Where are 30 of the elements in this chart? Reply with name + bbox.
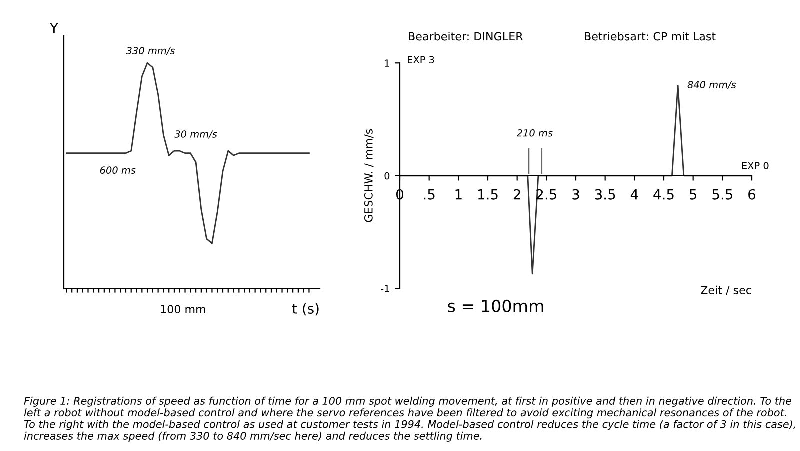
x-tick-label: 3 bbox=[572, 189, 580, 200]
x-axis-title: t (s) bbox=[292, 303, 319, 316]
y-axis-title: Y bbox=[50, 23, 58, 34]
caption: Figure 1: Registrations of speed as function of time for a 100 mm spot welding movement, at first in positive and then in negative direction. To the left a robot without model-based control and where the servo references have been filtered to avoid exciting mechanical resonances of the robot. To the right with the model-based control as used at customer tests in 1994. Model-based control reduces the cycle time (a factor of 3 in this case), increases the max speed (from 330 to 840 mm/sec here) and reduces the settling time. bbox=[24, 396, 796, 442]
x-axis-title: Zeit / sec bbox=[701, 286, 752, 296]
x-tick-label: .5 bbox=[424, 190, 435, 200]
text: Bearbeiter: DINGLER bbox=[409, 32, 524, 41]
x-tick-label: 5.5 bbox=[712, 190, 732, 200]
annotation: 840 mm/s bbox=[688, 81, 736, 90]
text: 100 mm bbox=[161, 305, 206, 314]
x-tick-label: 4 bbox=[630, 190, 638, 200]
y-axis-title: GESCHW. / mm/s bbox=[364, 129, 374, 222]
text: 330 mm/s bbox=[126, 47, 176, 56]
y-tick-label: 0 bbox=[384, 172, 390, 180]
x-tick-label: 5 bbox=[690, 190, 697, 200]
text: Betriebsart: CP mit Last bbox=[585, 32, 716, 41]
x-tick-label: 6 bbox=[748, 189, 756, 200]
x-tick-label: 1 bbox=[456, 190, 462, 200]
x-tick-label: 3.5 bbox=[595, 189, 616, 200]
x-tick-label: 2 bbox=[514, 189, 520, 200]
y-tick-label: -1 bbox=[381, 285, 390, 292]
text: s = 100mm bbox=[448, 300, 544, 312]
annotation: 210 ms bbox=[516, 129, 553, 137]
annotation: 30 mm/s bbox=[174, 130, 218, 139]
x-tick-label: 4.5 bbox=[654, 190, 674, 200]
annotation: EXP 0 bbox=[742, 162, 769, 170]
annotation: 600 ms bbox=[100, 166, 136, 174]
y-tick-label: 1 bbox=[385, 60, 390, 67]
x-tick-label: 1.5 bbox=[478, 190, 498, 200]
annotation: EXP 3 bbox=[408, 56, 434, 64]
